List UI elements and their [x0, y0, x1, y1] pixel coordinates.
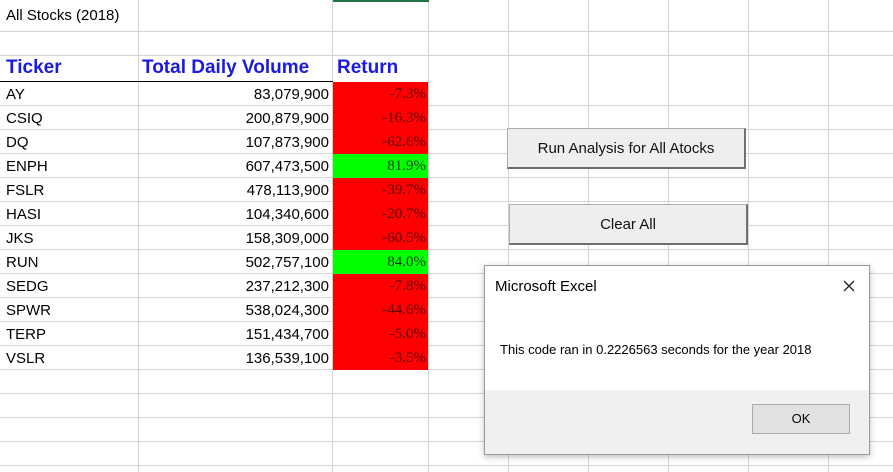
ticker-cell[interactable]: ENPH: [6, 158, 48, 175]
close-icon[interactable]: [839, 276, 859, 296]
header-underline: [0, 81, 333, 82]
grid-row-line: [0, 225, 893, 226]
grid-row-line: [0, 417, 893, 418]
volume-cell[interactable]: 200,879,900: [245, 110, 329, 127]
return-cell[interactable]: -62.6%: [333, 130, 428, 154]
grid-row-line: [0, 369, 893, 370]
ticker-cell[interactable]: DQ: [6, 134, 29, 151]
sheet-title-cell[interactable]: All Stocks (2018): [6, 7, 120, 24]
selected-cell-indicator: [333, 0, 429, 2]
return-cell[interactable]: -20.7%: [333, 202, 428, 226]
grid-row-line: [0, 249, 893, 250]
grid-row-line: [0, 297, 893, 298]
grid-row-line: [0, 441, 893, 442]
header-ticker[interactable]: Ticker: [6, 57, 62, 78]
grid-row-line: [0, 31, 893, 32]
return-cell[interactable]: -44.6%: [333, 298, 428, 322]
header-total-daily-volume[interactable]: Total Daily Volume: [142, 57, 310, 78]
grid-row-line: [0, 321, 893, 322]
ticker-cell[interactable]: FSLR: [6, 182, 45, 199]
grid-column-line: [508, 0, 509, 472]
return-cell[interactable]: -3.5%: [333, 346, 428, 370]
dialog-footer: OK: [485, 390, 869, 454]
grid-row-line: [0, 345, 893, 346]
dialog-message: This code ran in 0.2226563 seconds for t…: [500, 342, 812, 357]
volume-cell[interactable]: 158,309,000: [245, 230, 329, 247]
grid-column-line: [428, 0, 429, 472]
volume-cell[interactable]: 502,757,100: [245, 254, 329, 271]
ok-button[interactable]: OK: [752, 404, 850, 434]
grid-row-line: [0, 55, 893, 56]
ticker-cell[interactable]: HASI: [6, 206, 42, 223]
volume-cell[interactable]: 107,873,900: [245, 134, 329, 151]
grid-column-line: [748, 0, 749, 472]
grid-row-line: [0, 393, 893, 394]
grid-row-line: [0, 201, 893, 202]
volume-cell[interactable]: 83,079,900: [253, 86, 329, 103]
ticker-cell[interactable]: SEDG: [6, 278, 49, 295]
header-return[interactable]: Return: [337, 57, 399, 78]
return-cell[interactable]: -5.0%: [333, 322, 428, 346]
ticker-cell[interactable]: SPWR: [6, 302, 51, 319]
return-cell[interactable]: -7.8%: [333, 274, 428, 298]
volume-cell[interactable]: 538,024,300: [245, 302, 329, 319]
run-analysis-button[interactable]: Run Analysis for All Atocks: [507, 128, 746, 169]
return-cell[interactable]: -16.3%: [333, 106, 428, 130]
return-cell[interactable]: 81.9%: [333, 154, 428, 178]
volume-cell[interactable]: 607,473,500: [245, 158, 329, 175]
grid-row-line: [0, 177, 893, 178]
grid-column-line: [138, 0, 139, 472]
volume-cell[interactable]: 478,113,900: [246, 182, 329, 199]
close-icon-glyph: [843, 280, 855, 292]
return-cell[interactable]: -7.3%: [333, 82, 428, 106]
return-cell[interactable]: 84.0%: [333, 250, 428, 274]
grid-column-line: [332, 0, 333, 472]
grid-row-line: [0, 273, 893, 274]
grid-row-line: [0, 153, 893, 154]
ticker-cell[interactable]: TERP: [6, 326, 47, 343]
grid-row-line: [0, 465, 893, 466]
volume-cell[interactable]: 136,539,100: [245, 350, 329, 367]
clear-all-button[interactable]: Clear All: [509, 204, 748, 245]
grid-column-line: [828, 0, 829, 472]
grid-row-line: [0, 129, 893, 130]
grid-row-line: [0, 105, 893, 106]
message-box-dialog: Microsoft Excel This code ran in 0.22265…: [484, 265, 870, 455]
ticker-cell[interactable]: CSIQ: [6, 110, 43, 127]
volume-cell[interactable]: 237,212,300: [245, 278, 329, 295]
ticker-cell[interactable]: VSLR: [6, 350, 46, 367]
ticker-cell[interactable]: AY: [6, 86, 25, 103]
ticker-cell[interactable]: JKS: [6, 230, 34, 247]
volume-cell[interactable]: 151,434,700: [245, 326, 329, 343]
dialog-title: Microsoft Excel: [495, 278, 597, 295]
volume-cell[interactable]: 104,340,600: [245, 206, 329, 223]
ticker-cell[interactable]: RUN: [6, 254, 39, 271]
return-cell[interactable]: -39.7%: [333, 178, 428, 202]
return-cell[interactable]: -60.5%: [333, 226, 428, 250]
